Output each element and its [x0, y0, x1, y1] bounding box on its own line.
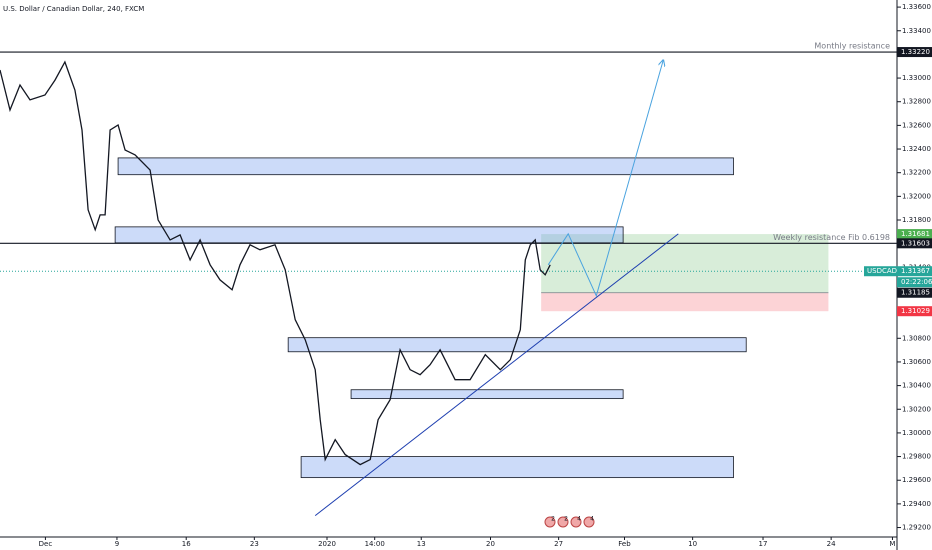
y-tick-label: 1.30600 [902, 358, 931, 366]
price-tag [897, 306, 932, 317]
y-tick-label: 1.33400 [902, 27, 931, 35]
symbol-tag-label: USDCAD [867, 267, 897, 275]
loss-zone [541, 292, 829, 312]
y-tick-label: 1.29600 [902, 476, 931, 484]
price-tag-label: 1.31681 [901, 230, 930, 238]
event-label: 2 [564, 516, 568, 523]
y-tick-label: 1.29200 [902, 524, 931, 532]
x-tick-label: Dec [39, 540, 53, 548]
zone [350, 389, 624, 400]
event-icon [544, 516, 556, 528]
price-tag [897, 287, 932, 298]
last-price-tag [897, 266, 932, 277]
trendline [314, 233, 679, 516]
event-icon [583, 516, 595, 528]
price-tag-label: 1.31029 [901, 307, 930, 315]
x-tick-label: 17 [759, 540, 768, 548]
level-label: Monthly resistance [814, 42, 890, 51]
price-tag-label: 1.31603 [901, 239, 930, 247]
y-tick-label: 1.33000 [902, 74, 931, 82]
y-tick-label: 1.33600 [902, 3, 931, 11]
y-tick-label: 1.30400 [902, 382, 931, 390]
y-tick-label: 1.29800 [902, 453, 931, 461]
countdown-tag [897, 277, 932, 288]
projection-arrow [547, 60, 663, 298]
x-tick-label: 10 [688, 540, 697, 548]
y-tick-label: 1.32600 [902, 121, 931, 129]
x-tick-label: 2020 [318, 540, 336, 548]
y-tick-label: 1.32800 [902, 98, 931, 106]
price-tag [897, 238, 932, 249]
price-tag-label: 1.31185 [901, 289, 930, 297]
event-label: 4 [590, 516, 594, 523]
x-tick-label: 24 [827, 540, 836, 548]
y-tick-label: 1.30200 [902, 405, 931, 413]
event-icon [557, 516, 569, 528]
chart-title: U.S. Dollar / Canadian Dollar, 240, FXCM [3, 5, 144, 13]
zone [114, 226, 624, 244]
x-tick-label: 27 [554, 540, 563, 548]
y-tick-label: 1.32000 [902, 192, 931, 200]
level-label: Weekly resistance Fib 0.6198 [773, 233, 890, 242]
x-tick-label: M [889, 540, 895, 548]
x-tick-label: 14:00 [365, 540, 385, 548]
x-tick-label: 9 [115, 540, 119, 548]
y-tick-label: 1.31800 [902, 216, 931, 224]
price-tag [897, 229, 932, 240]
event-icon [570, 516, 582, 528]
y-tick-label: 1.30800 [902, 334, 931, 342]
x-tick-label: 16 [182, 540, 191, 548]
zone [300, 456, 734, 479]
x-tick-label: 23 [250, 540, 259, 548]
price-tag-label: 1.33220 [901, 48, 930, 56]
symbol-tag [864, 266, 897, 277]
countdown-label: 02:22:06 [901, 278, 932, 286]
y-tick-label: 1.32400 [902, 145, 931, 153]
x-tick-label: Feb [618, 540, 631, 548]
last-price-label: 1.31367 [901, 267, 930, 275]
x-tick-label: 20 [486, 540, 495, 548]
price-line [0, 60, 551, 466]
zone [117, 157, 734, 176]
x-tick-label: 13 [417, 540, 426, 548]
y-tick-label: 1.29400 [902, 500, 931, 508]
event-label: 4 [577, 516, 581, 523]
y-tick-label: 1.32200 [902, 169, 931, 177]
event-label: 2 [551, 516, 555, 523]
price-tag [897, 47, 932, 58]
y-tick-label: 1.30000 [902, 429, 931, 437]
